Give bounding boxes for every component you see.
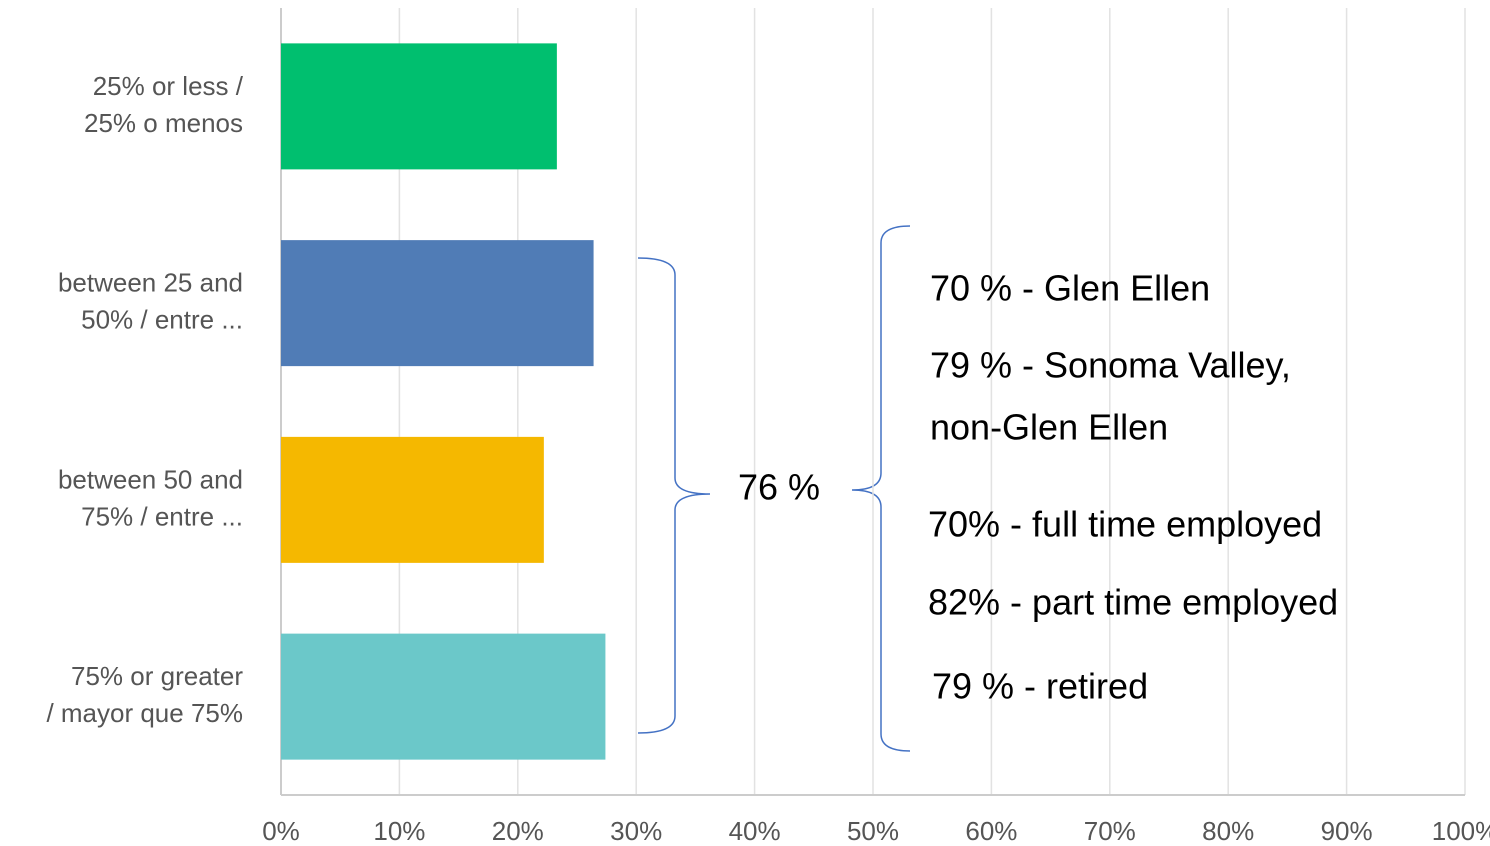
- x-tick-label: 0%: [262, 816, 300, 846]
- y-tick-label: between 50 and 75% / entre ...: [58, 464, 243, 531]
- annotation: 82% - part time employed: [928, 582, 1338, 623]
- y-tick-label: between 25 and 50% / entre ...: [58, 268, 243, 335]
- annotation: 76 %: [738, 467, 820, 508]
- x-tick-label: 80%: [1202, 816, 1254, 846]
- annotation: 70 % - Glen Ellen: [930, 268, 1210, 309]
- bar: [281, 436, 544, 563]
- x-tick-label: 20%: [492, 816, 544, 846]
- y-tick-label: 25% or less /25% o menos: [84, 71, 244, 138]
- x-tick-label: 30%: [610, 816, 662, 846]
- annotation: 79 % - retired: [932, 666, 1148, 707]
- bar: [281, 633, 606, 760]
- y-tick-label: 75% or greater / mayor que 75%: [46, 661, 243, 728]
- x-tick-label: 70%: [1084, 816, 1136, 846]
- annotation: 70% - full time employed: [928, 504, 1322, 545]
- annotation: 79 % - Sonoma Valley,: [930, 345, 1291, 386]
- bracket: [851, 225, 911, 752]
- x-tick-label: 100%: [1432, 816, 1490, 846]
- bar: [281, 240, 594, 367]
- annotation: non-Glen Ellen: [930, 407, 1168, 448]
- x-tick-label: 40%: [729, 816, 781, 846]
- x-tick-label: 60%: [965, 816, 1017, 846]
- bar: [281, 43, 557, 170]
- x-tick-label: 90%: [1321, 816, 1373, 846]
- bracket: [637, 257, 711, 734]
- x-tick-label: 50%: [847, 816, 899, 846]
- x-tick-label: 10%: [373, 816, 425, 846]
